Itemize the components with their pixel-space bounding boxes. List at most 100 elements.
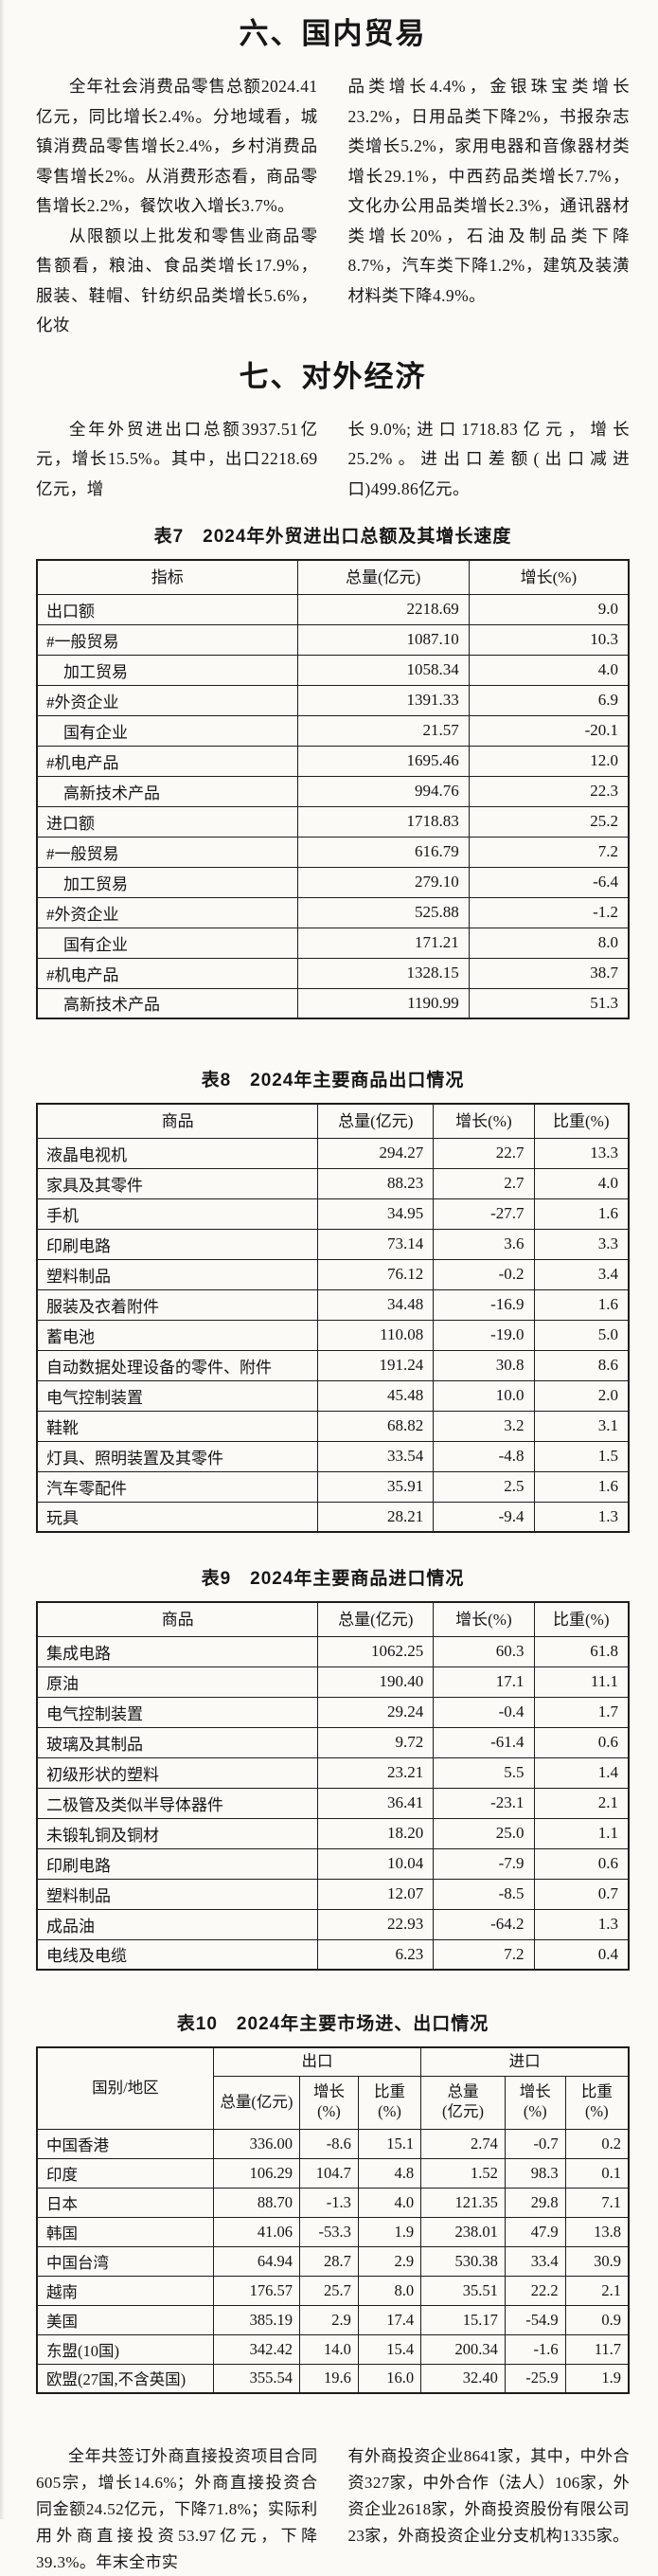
cell-value: 530.38 <box>420 2245 506 2277</box>
row-label: 玩具 <box>36 1501 319 1533</box>
row-label: 美国 <box>36 2304 214 2335</box>
section-title-domestic-trade: 六、国内贸易 <box>239 17 427 50</box>
table-row: 美国 385.19 2.9 17.4 15.17 -54.9 0.9 <box>36 2304 630 2335</box>
cell-value: 18.20 <box>317 1817 435 1849</box>
cell-value: 1391.33 <box>296 684 470 716</box>
cell-value: 10.3 <box>468 623 630 656</box>
row-label: #机电产品 <box>36 745 298 777</box>
cell-value: -6.4 <box>468 866 630 898</box>
cell-value: 2.0 <box>533 1379 630 1412</box>
cell-value: 1328.15 <box>296 957 470 989</box>
row-label: 印刷电路 <box>36 1228 319 1260</box>
domestic-trade-text: 全年社会消费品零售总额2024.41亿元，同比增长2.4%。分地域看，城镇消费品… <box>36 72 630 341</box>
table-row: 玻璃及其制品 9.72 -61.4 0.6 <box>36 1726 630 1758</box>
cell-value: 76.12 <box>317 1258 435 1290</box>
row-label: 越南 <box>36 2275 214 2306</box>
cell-value: 2.1 <box>564 2275 630 2306</box>
cell-value: -27.7 <box>433 1198 535 1230</box>
cell-value: 7.2 <box>433 1938 535 1971</box>
column-header: 商品 <box>36 1103 319 1139</box>
cell-value: 1.4 <box>533 1756 630 1789</box>
cell-value: 1718.83 <box>296 805 470 838</box>
table-row: 蓄电池 110.08 -19.0 5.0 <box>36 1319 630 1351</box>
text-column-left: 全年外贸进出口总额3937.51亿元，增长15.5%。其中，出口2218.69亿… <box>36 415 318 505</box>
table-row: 家具及其零件 88.23 2.7 4.0 <box>36 1167 630 1199</box>
text-column-right: 长9.0%;进口1718.83亿元，增长25.2%。进出口差额(出口减进口)49… <box>348 415 631 505</box>
cell-value: 2.7 <box>433 1167 535 1199</box>
cell-value: -9.4 <box>433 1501 535 1533</box>
sub-header: 比重 (%) <box>357 2075 422 2130</box>
table-row: 未锻轧铜及铜材 18.20 25.0 1.1 <box>36 1817 630 1849</box>
cell-value: 2.9 <box>357 2245 422 2277</box>
row-label: 手机 <box>36 1198 319 1230</box>
cell-value: 12.0 <box>468 745 630 777</box>
cell-value: 355.54 <box>212 2363 301 2394</box>
table-row: 印刷电路 73.14 3.6 3.3 <box>36 1228 630 1260</box>
cell-value: 36.41 <box>317 1787 435 1819</box>
table-main-exports: 商品 总量(亿元) 增长(%) 比重(%) 液晶电视机 294.27 22.7 13.3 家具及… <box>36 1103 630 1533</box>
table-row: 加工贸易 1058.34 4.0 <box>36 654 630 686</box>
cell-value: 200.34 <box>420 2333 506 2365</box>
table-row: 东盟(10国) 342.42 14.0 15.4 200.34 -1.6 11.7 <box>36 2333 630 2365</box>
corner-header: 国别/地区 <box>36 2046 214 2130</box>
table-row: 高新技术产品 1190.99 51.3 <box>36 987 630 1019</box>
cell-value: 21.57 <box>296 714 470 747</box>
sub-header: 增长 (%) <box>299 2075 359 2130</box>
cell-value: 16.0 <box>357 2363 422 2394</box>
cell-value: 1087.10 <box>296 623 470 656</box>
table-row: #一般贸易 616.79 7.2 <box>36 836 630 868</box>
table-row: 韩国 41.06 -53.3 1.9 238.01 47.9 13.8 <box>36 2216 630 2247</box>
cell-value: 34.95 <box>317 1198 435 1230</box>
column-header: 比重(%) <box>533 1103 630 1139</box>
cell-value: 176.57 <box>212 2275 301 2306</box>
cell-value: -64.2 <box>433 1908 535 1940</box>
cell-value: -7.9 <box>433 1847 535 1880</box>
cell-value: 11.7 <box>564 2333 630 2365</box>
cell-value: 9.0 <box>468 593 630 625</box>
cell-value: 9.72 <box>317 1726 435 1758</box>
cell-value: 342.42 <box>212 2333 301 2365</box>
column-header: 总量(亿元) <box>317 1103 435 1139</box>
cell-value: 1695.46 <box>296 745 470 777</box>
cell-value: 25.7 <box>299 2275 359 2306</box>
cell-value: 13.8 <box>564 2216 630 2247</box>
cell-value: 525.88 <box>296 896 470 928</box>
cell-value: 1.3 <box>533 1908 630 1940</box>
cell-value: -23.1 <box>433 1787 535 1819</box>
cell-value: 4.8 <box>357 2157 422 2189</box>
cell-value: 17.1 <box>433 1666 535 1698</box>
cell-value: 15.1 <box>357 2128 422 2159</box>
cell-value: 17.4 <box>357 2304 422 2335</box>
row-label: 二极管及类似半导体器件 <box>36 1787 319 1819</box>
cell-value: 33.54 <box>317 1440 435 1472</box>
cell-value: 0.9 <box>564 2304 630 2335</box>
cell-value: 33.4 <box>504 2245 566 2277</box>
cell-value: 7.1 <box>564 2187 630 2218</box>
table8-title: 表8 2024年主要商品出口情况 <box>201 1071 465 1090</box>
paragraph-retail-categories-continued: 品类增长4.4%，金银珠宝类增长23.2%，日用品类下降2%，书报杂志类增长5.… <box>347 77 630 305</box>
cell-value: 7.2 <box>468 836 630 868</box>
cell-value: 28.7 <box>299 2245 359 2277</box>
cell-value: 1.3 <box>533 1501 630 1533</box>
cell-value: 336.00 <box>212 2128 301 2159</box>
text-column-right: 有外商投资企业8641家，其中，中外合资327家，中外合作（法人）106家，外资… <box>348 2443 631 2576</box>
cell-value: -8.6 <box>299 2128 359 2159</box>
cell-value: 32.40 <box>420 2363 506 2394</box>
cell-value: -25.9 <box>504 2363 566 2394</box>
row-label: 加工贸易 <box>36 654 298 686</box>
cell-value: 60.3 <box>433 1635 535 1667</box>
cell-value: 3.4 <box>533 1258 630 1290</box>
cell-value: 47.9 <box>504 2216 566 2247</box>
table-row: #机电产品 1328.15 38.7 <box>36 957 630 989</box>
column-header: 总量(亿元) <box>317 1601 435 1637</box>
cell-value: 1.1 <box>533 1817 630 1849</box>
cell-value: 238.01 <box>420 2216 506 2247</box>
column-header: 商品 <box>36 1601 319 1637</box>
cell-value: -19.0 <box>433 1319 535 1351</box>
cell-value: 191.24 <box>317 1349 435 1381</box>
cell-value: 121.35 <box>420 2187 506 2218</box>
row-label: #一般贸易 <box>36 836 298 868</box>
table-row: #外资企业 525.88 -1.2 <box>36 896 630 928</box>
foreign-investment-text: 全年共签订外商直接投资项目合同605宗，增长14.6%；外商直接投资合同金额24… <box>36 2443 630 2576</box>
row-label: 中国香港 <box>36 2128 214 2159</box>
